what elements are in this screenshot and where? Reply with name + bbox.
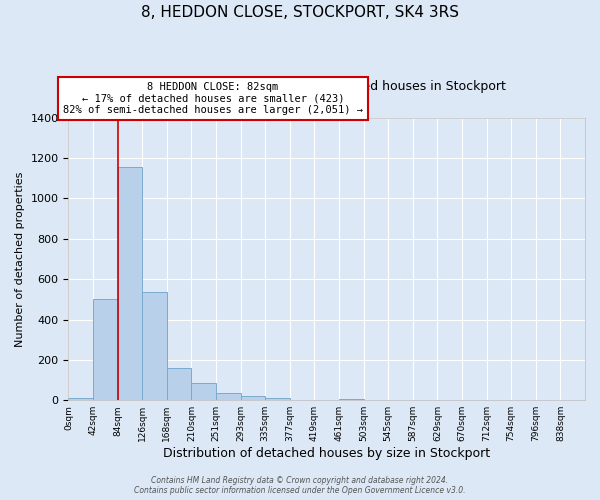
Bar [118, 167, 142, 400]
Bar [216, 392, 241, 400]
Text: Contains HM Land Registry data © Crown copyright and database right 2024.
Contai: Contains HM Land Registry data © Crown c… [134, 476, 466, 495]
Y-axis label: Number of detached properties: Number of detached properties [15, 172, 25, 346]
Bar [93, 300, 118, 400]
Text: 8 HEDDON CLOSE: 82sqm
← 17% of detached houses are smaller (423)
82% of semi-det: 8 HEDDON CLOSE: 82sqm ← 17% of detached … [63, 82, 363, 115]
Title: Size of property relative to detached houses in Stockport: Size of property relative to detached ho… [148, 80, 506, 93]
Bar [265, 398, 290, 400]
Bar [167, 368, 191, 400]
Bar [142, 292, 167, 400]
Text: 8, HEDDON CLOSE, STOCKPORT, SK4 3RS: 8, HEDDON CLOSE, STOCKPORT, SK4 3RS [141, 5, 459, 20]
Bar [241, 396, 265, 400]
Bar [68, 398, 93, 400]
Bar [191, 383, 216, 400]
Bar [339, 398, 364, 400]
X-axis label: Distribution of detached houses by size in Stockport: Distribution of detached houses by size … [163, 447, 490, 460]
